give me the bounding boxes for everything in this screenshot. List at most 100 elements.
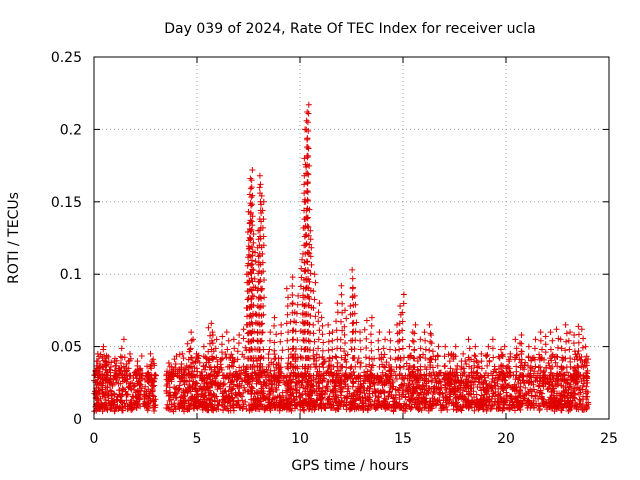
baseline-point (270, 401, 277, 408)
baseline-point (377, 401, 384, 408)
data-point (251, 275, 258, 282)
data-point (248, 257, 255, 264)
baseline-point (166, 384, 173, 391)
data-point (566, 346, 573, 353)
baseline-point (285, 394, 292, 401)
mid-point (362, 373, 369, 380)
data-point (144, 370, 151, 377)
baseline-point (408, 404, 415, 411)
mid-point (558, 376, 565, 383)
baseline-point (527, 386, 534, 393)
data-point (229, 354, 236, 361)
baseline-point (144, 407, 151, 414)
data-point (289, 291, 296, 298)
mid-point (98, 379, 105, 386)
baseline-point (133, 400, 140, 407)
baseline-point (224, 405, 231, 412)
baseline-point (132, 382, 139, 389)
data-point (303, 240, 310, 247)
mid-point (544, 375, 551, 382)
baseline-point (457, 406, 464, 413)
data-point (278, 355, 285, 362)
data-point (398, 372, 405, 379)
baseline-point (337, 392, 344, 399)
mid-point (123, 378, 130, 385)
data-point (226, 355, 233, 362)
mid-point (403, 360, 410, 367)
data-point (421, 363, 428, 370)
mid-point (135, 378, 142, 385)
data-point (362, 354, 369, 361)
data-point (103, 360, 110, 367)
baseline-point (560, 389, 567, 396)
data-point (540, 356, 547, 363)
data-point (126, 372, 133, 379)
baseline-point (579, 401, 586, 408)
data-point (575, 331, 582, 338)
baseline-point (142, 383, 149, 390)
baseline-point (353, 405, 360, 412)
data-point (541, 372, 548, 379)
data-point (411, 364, 418, 371)
data-point (103, 355, 110, 362)
data-point (247, 228, 254, 235)
baseline-point (236, 390, 243, 397)
data-point (292, 328, 299, 335)
data-point (454, 362, 461, 369)
baseline-point (540, 401, 547, 408)
mid-point (574, 373, 581, 380)
data-point (557, 336, 564, 343)
baseline-point (393, 375, 400, 382)
data-point (289, 300, 296, 307)
data-point (305, 267, 312, 274)
data-point (180, 366, 187, 373)
data-point (305, 249, 312, 256)
baseline-point (558, 407, 565, 414)
baseline-point (427, 398, 434, 405)
baseline-point (318, 400, 325, 407)
baseline-point (538, 394, 545, 401)
mid-point (491, 379, 498, 386)
data-point (320, 372, 327, 379)
baseline-point (207, 378, 214, 385)
data-point (258, 192, 265, 199)
data-point (506, 358, 513, 365)
baseline-point (501, 397, 508, 404)
data-point (311, 338, 318, 345)
data-point (289, 300, 296, 307)
data-point (338, 318, 345, 325)
baseline-point (101, 402, 108, 409)
baseline-point (193, 388, 200, 395)
data-point (399, 309, 406, 316)
baseline-point (229, 386, 236, 393)
data-point (213, 336, 220, 343)
data-point (184, 340, 191, 347)
data-point (368, 339, 375, 346)
baseline-point (95, 399, 102, 406)
data-point (471, 372, 478, 379)
mid-point (104, 376, 111, 383)
data-point (422, 337, 429, 344)
baseline-point (290, 386, 297, 393)
baseline-point (204, 383, 211, 390)
data-point (285, 346, 292, 353)
baseline-point (403, 402, 410, 409)
baseline-point (449, 386, 456, 393)
data-point (427, 355, 434, 362)
data-point (435, 343, 442, 350)
baseline-point (329, 389, 336, 396)
data-point (249, 213, 256, 220)
data-point (290, 336, 297, 343)
data-point (284, 337, 291, 344)
baseline-point (578, 403, 585, 410)
baseline-point (244, 379, 251, 386)
mid-point (387, 367, 394, 374)
baseline-point (566, 384, 573, 391)
data-point (304, 328, 311, 335)
baseline-point (286, 395, 293, 402)
data-point (558, 345, 565, 352)
baseline-point (507, 405, 514, 412)
data-point (306, 241, 313, 248)
mid-point (389, 379, 396, 386)
baseline-point (95, 387, 102, 394)
